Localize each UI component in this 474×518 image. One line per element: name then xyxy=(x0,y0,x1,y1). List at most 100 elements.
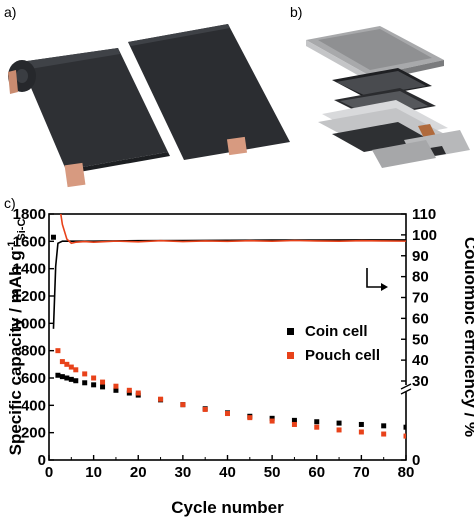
coin-capacity-point xyxy=(336,420,342,426)
x-tick-label: 60 xyxy=(308,464,325,481)
coin-capacity-point xyxy=(68,376,74,382)
y2-tick-label: 100 xyxy=(412,227,437,244)
y-tick-label: 1400 xyxy=(13,261,46,278)
coin-capacity-point xyxy=(381,423,387,429)
pouch-capacity-point xyxy=(247,415,253,421)
coin-capacity-point xyxy=(100,384,106,390)
y-tick-label: 1200 xyxy=(13,288,46,305)
y2-axis-ticks: 0 30 40 50 60 70 80 90 100 110 xyxy=(401,206,437,469)
y-tick-label: 1800 xyxy=(13,206,46,223)
pouch-capacity-point xyxy=(59,359,65,365)
panel-b-label: b) xyxy=(290,4,302,20)
x-tick-label: 10 xyxy=(85,464,102,481)
panel-c-label: c) xyxy=(4,195,16,211)
pouch-efficiency-line xyxy=(59,214,406,245)
y2-tick-label: 90 xyxy=(412,248,429,265)
pouch-capacity-point xyxy=(291,421,297,427)
legend-marker-pouch xyxy=(287,352,294,359)
x-axis-label: Cycle number xyxy=(171,498,284,517)
coin-capacity-point xyxy=(55,372,61,378)
pouch-capacity-point xyxy=(68,364,74,370)
flat-electrode-photo xyxy=(128,24,290,160)
coin-capacity-point xyxy=(59,374,65,380)
y2-tick-label: 70 xyxy=(412,290,429,307)
panel-a-label: a) xyxy=(4,4,16,20)
x-tick-label: 20 xyxy=(130,464,147,481)
coin-capacity-point xyxy=(82,380,88,386)
coin-capacity-point xyxy=(91,382,97,388)
y-tick-label: 1600 xyxy=(13,233,46,250)
x-tick-label: 80 xyxy=(398,464,415,481)
pouch-capacity-point xyxy=(135,390,141,396)
pouch-capacity-point xyxy=(314,424,320,430)
pouch-capacity-point xyxy=(358,429,364,435)
legend-label-pouch: Pouch cell xyxy=(305,347,380,364)
coin-capacity-point xyxy=(314,419,320,425)
y2-tick-label: 0 xyxy=(412,452,420,469)
y2-tick-label: 60 xyxy=(412,310,429,327)
y-tick-label: 200 xyxy=(21,425,46,442)
coin-capacity-point xyxy=(403,424,406,430)
legend: Coin cell Pouch cell xyxy=(287,323,380,364)
pouch-capacity-point xyxy=(403,433,406,439)
coin-capacity-point xyxy=(269,415,275,421)
pouch-stack-diagram xyxy=(306,26,470,168)
pouch-capacity-point xyxy=(381,431,387,437)
y2-tick-label: 30 xyxy=(412,373,429,390)
chart-marks xyxy=(50,214,406,439)
x-tick-label: 30 xyxy=(175,464,192,481)
pouch-capacity-point xyxy=(91,375,97,381)
y2-tick-label: 110 xyxy=(412,206,436,223)
coin-efficiency-line xyxy=(52,239,406,329)
pouch-capacity-point xyxy=(336,427,342,433)
x-tick-label: 70 xyxy=(353,464,370,481)
pouch-capacity-point xyxy=(158,396,164,402)
coin-capacity-point xyxy=(64,375,70,381)
x-tick-label: 50 xyxy=(264,464,281,481)
pouch-capacity-point xyxy=(225,411,230,417)
coin-capacity-point xyxy=(358,421,364,427)
pouch-capacity-point xyxy=(126,387,132,393)
x-tick-label: 40 xyxy=(219,464,236,481)
y-tick-label: 1000 xyxy=(13,315,46,332)
y-tick-label: 0 xyxy=(38,452,46,469)
y-axis-label-main: Specific capacity / mAh g xyxy=(6,250,25,455)
pouch-capacity-point xyxy=(202,406,208,412)
legend-marker-coin xyxy=(287,328,294,335)
coin-capacity-point xyxy=(113,387,119,393)
y2-tick-label: 40 xyxy=(412,352,429,369)
pouch-capacity-point xyxy=(113,383,119,389)
y-axis-label-sub: Si-C xyxy=(16,219,28,241)
x-tick-label: 0 xyxy=(45,464,53,481)
x-axis-ticks: 0 10 20 30 40 50 60 70 80 xyxy=(45,455,415,481)
y2-axis-break xyxy=(400,383,412,395)
coin-capacity-point xyxy=(50,234,56,240)
y2-tick-label: 50 xyxy=(412,331,429,348)
y-axis-label-sup: -1 xyxy=(6,241,18,251)
y-axis-ticks: 0 200 400 600 800 1000 1200 1400 1600 1800 xyxy=(13,206,54,469)
coin-capacity-point xyxy=(73,378,79,384)
cycling-chart: 0 10 20 30 40 50 60 70 80 0200400600800100012001… xyxy=(6,206,474,517)
pouch-capacity-point xyxy=(100,379,106,385)
pouch-capacity-point xyxy=(64,361,70,367)
pouch-capacity-point xyxy=(82,371,88,377)
y-tick-label: 400 xyxy=(21,397,46,414)
pouch-capacity-point xyxy=(73,367,79,373)
y-tick-label: 800 xyxy=(21,343,46,360)
coin-capacity-point xyxy=(291,417,297,423)
pouch-capacity-point xyxy=(55,348,61,354)
legend-label-coin: Coin cell xyxy=(305,323,368,340)
axis-break-line xyxy=(400,383,412,390)
coin-capacity-point xyxy=(126,390,132,396)
rolled-electrode-photo xyxy=(8,48,170,188)
axis-break-line xyxy=(400,388,412,395)
y-tick-label: 600 xyxy=(21,370,46,387)
y2-tick-label: 80 xyxy=(412,269,429,286)
efficiency-axis-arrow xyxy=(366,268,388,291)
axis-break-gap xyxy=(402,385,410,392)
y-axis-label: Specific capacity / mAh g-1Si-C xyxy=(6,219,28,456)
y2-axis-label: Coulombic efficiency / % xyxy=(461,237,474,437)
pouch-capacity-point xyxy=(269,418,275,424)
pouch-capacity-point xyxy=(180,402,186,408)
